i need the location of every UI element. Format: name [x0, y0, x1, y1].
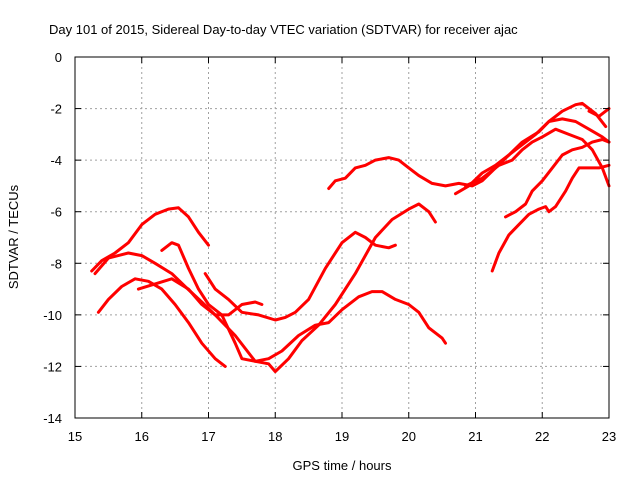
x-tick-label: 22 — [535, 429, 549, 444]
x-tick-label: 17 — [201, 429, 215, 444]
series-arc-j — [490, 163, 611, 273]
x-tick-label: 15 — [68, 429, 82, 444]
y-tick-label: -12 — [43, 359, 62, 374]
x-tick-label: 23 — [602, 429, 616, 444]
series-arc-e — [160, 241, 447, 363]
y-axis-label: SDTVAR / TECUs — [6, 184, 21, 289]
x-axis-label: GPS time / hours — [293, 458, 392, 473]
chart-title: Day 101 of 2015, Sidereal Day-to-day VTE… — [49, 22, 518, 37]
y-tick-label: -4 — [50, 153, 62, 168]
series-arc-k — [504, 138, 611, 219]
y-tick-label: -8 — [50, 256, 62, 271]
y-tick-label: -10 — [43, 308, 62, 323]
series-arc-h — [454, 117, 611, 196]
series-arc-a — [90, 206, 210, 273]
x-tick-label: 19 — [335, 429, 349, 444]
series-arc-c — [96, 277, 227, 368]
y-tick-label: 0 — [55, 50, 62, 65]
x-tick-label: 21 — [468, 429, 482, 444]
series-arc-b — [93, 202, 437, 374]
series-arc-i — [464, 127, 611, 188]
series-arc-d — [136, 277, 264, 317]
series-arc-f — [203, 230, 397, 322]
axis-ticks: 15 16 17 18 19 20 21 22 23 0 -2 -4 -6 -8 -10 -12 -14 — [43, 50, 616, 444]
y-tick-label: -2 — [50, 102, 62, 117]
series-arc-l — [587, 107, 611, 118]
x-tick-label: 18 — [268, 429, 282, 444]
x-tick-label: 20 — [402, 429, 416, 444]
x-tick-label: 16 — [135, 429, 149, 444]
data-series — [90, 101, 611, 374]
y-tick-label: -6 — [50, 205, 62, 220]
y-tick-label: -14 — [43, 411, 62, 426]
series-arc-g — [327, 101, 608, 190]
grid — [75, 57, 609, 418]
